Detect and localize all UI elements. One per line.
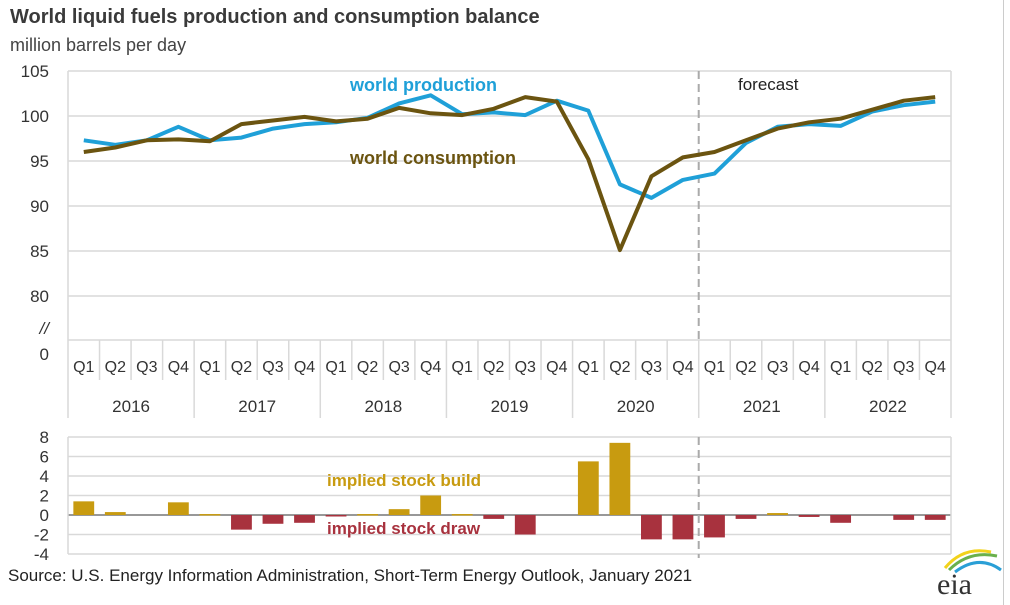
y-tick-label: 2 <box>40 487 49 506</box>
stock-build-bar <box>577 461 599 515</box>
quarter-label: Q1 <box>452 359 473 376</box>
quarter-label: Q3 <box>641 359 662 376</box>
stock-build-bar <box>609 442 631 515</box>
y-tick-label: -2 <box>34 526 49 545</box>
world-production-line <box>83 93 936 200</box>
legend-world-consumption: world consumption <box>349 148 516 168</box>
chart-subtitle: million barrels per day <box>10 35 187 55</box>
stock-build-bar <box>199 514 221 516</box>
quarter-label: Q4 <box>420 359 441 376</box>
quarter-label: Q3 <box>893 359 914 376</box>
quarter-label: Q4 <box>294 359 315 376</box>
stock-draw-bar <box>514 515 536 535</box>
frame-border <box>1003 0 1004 605</box>
stock-draw-bar <box>262 515 284 524</box>
quarter-label: Q2 <box>861 359 882 376</box>
stock-build-bar <box>388 509 410 515</box>
y-tick-label: 0 <box>40 506 49 525</box>
stock-draw-bar <box>830 515 852 523</box>
stock-build-bar <box>167 502 189 515</box>
stock-build-bar <box>73 501 95 515</box>
quarter-label: Q2 <box>483 359 504 376</box>
stock-build-bar <box>767 513 788 515</box>
eia-logo-text: eia <box>937 568 972 598</box>
quarter-label: Q1 <box>578 359 599 376</box>
y-tick-label: 90 <box>30 197 49 216</box>
quarter-label: Q1 <box>199 359 220 376</box>
stock-draw-bar <box>483 515 505 519</box>
quarter-label: Q4 <box>168 359 189 376</box>
annotations: world production world consumption forec… <box>39 75 799 538</box>
y-tick-label: 85 <box>30 242 49 261</box>
stock-build-bar <box>420 495 442 515</box>
y-tick-label: -4 <box>34 545 49 564</box>
quarter-label: Q1 <box>704 359 725 376</box>
x-axis: Q1 Q2 Q3 Q4 Q1 Q2 Q3 Q4 Q1 Q2 Q3 Q4 Q1 Q2 Q3 Q4 Q1 Q2 Q3 Q4… <box>67 340 952 418</box>
legend-implied-stock-draw: implied stock draw <box>327 519 481 538</box>
y-tick-label: 95 <box>30 152 49 171</box>
stock-draw-bar <box>325 515 347 517</box>
stock-draw-bar <box>924 515 946 520</box>
quarter-label: Q3 <box>515 359 536 376</box>
year-label: 2022 <box>869 397 907 416</box>
quarter-label: Q1 <box>325 359 346 376</box>
stock-draw-bar <box>294 515 315 523</box>
forecast-label: forecast <box>738 75 799 94</box>
quarter-label: Q2 <box>231 359 252 376</box>
year-label: 2018 <box>364 397 402 416</box>
lower-gridlines <box>67 436 952 555</box>
upper-y-axis: 105 100 95 90 85 80 <box>21 62 49 306</box>
quarter-label: Q1 <box>73 359 94 376</box>
chart-title: World liquid fuels production and consum… <box>10 6 540 28</box>
year-label: 2016 <box>112 397 150 416</box>
y-tick-label: 6 <box>40 448 49 467</box>
upper-gridlines <box>67 70 952 341</box>
quarter-label: Q4 <box>546 359 567 376</box>
quarter-label: Q3 <box>136 359 157 376</box>
source-note: Source: U.S. Energy Information Administ… <box>8 566 693 585</box>
quarter-label: Q2 <box>735 359 756 376</box>
y-tick-label: 4 <box>40 467 49 486</box>
stock-draw-bar <box>735 515 757 519</box>
quarter-label: Q4 <box>798 359 819 376</box>
world-consumption-line <box>83 95 936 253</box>
axis-break-label: // <box>39 319 52 338</box>
year-label: 2020 <box>617 397 655 416</box>
y-tick-label: 100 <box>21 107 49 126</box>
stock-draw-bar <box>641 515 662 540</box>
stock-build-bar <box>451 514 473 516</box>
quarter-label: Q4 <box>672 359 693 376</box>
stock-draw-bar <box>893 515 915 520</box>
stock-change-bars <box>73 442 946 540</box>
eia-logo-icon: eia <box>937 549 1002 598</box>
stock-draw-bar <box>798 515 820 517</box>
series-lines <box>83 93 936 253</box>
quarter-label: Q3 <box>767 359 788 376</box>
quarter-label: Q3 <box>262 359 283 376</box>
quarter-label: Q2 <box>357 359 378 376</box>
stock-build-bar <box>357 514 378 516</box>
stock-build-bar <box>104 512 126 515</box>
year-label: 2019 <box>491 397 529 416</box>
quarter-label: Q2 <box>609 359 630 376</box>
stock-draw-bar <box>672 515 694 540</box>
quarter-label: Q3 <box>388 359 409 376</box>
quarter-label: Q2 <box>105 359 126 376</box>
y-tick-label: 8 <box>40 428 49 447</box>
quarter-label: Q4 <box>925 359 946 376</box>
y-tick-label: 80 <box>30 287 49 306</box>
year-label: 2021 <box>743 397 781 416</box>
stock-draw-bar <box>231 515 252 530</box>
legend-implied-stock-build: implied stock build <box>327 471 481 490</box>
year-label: 2017 <box>238 397 276 416</box>
legend-world-production: world production <box>349 75 497 95</box>
stock-draw-bar <box>704 515 725 538</box>
y-tick-label: 105 <box>21 62 49 81</box>
zero-label: 0 <box>40 345 49 364</box>
quarter-label: Q1 <box>830 359 851 376</box>
